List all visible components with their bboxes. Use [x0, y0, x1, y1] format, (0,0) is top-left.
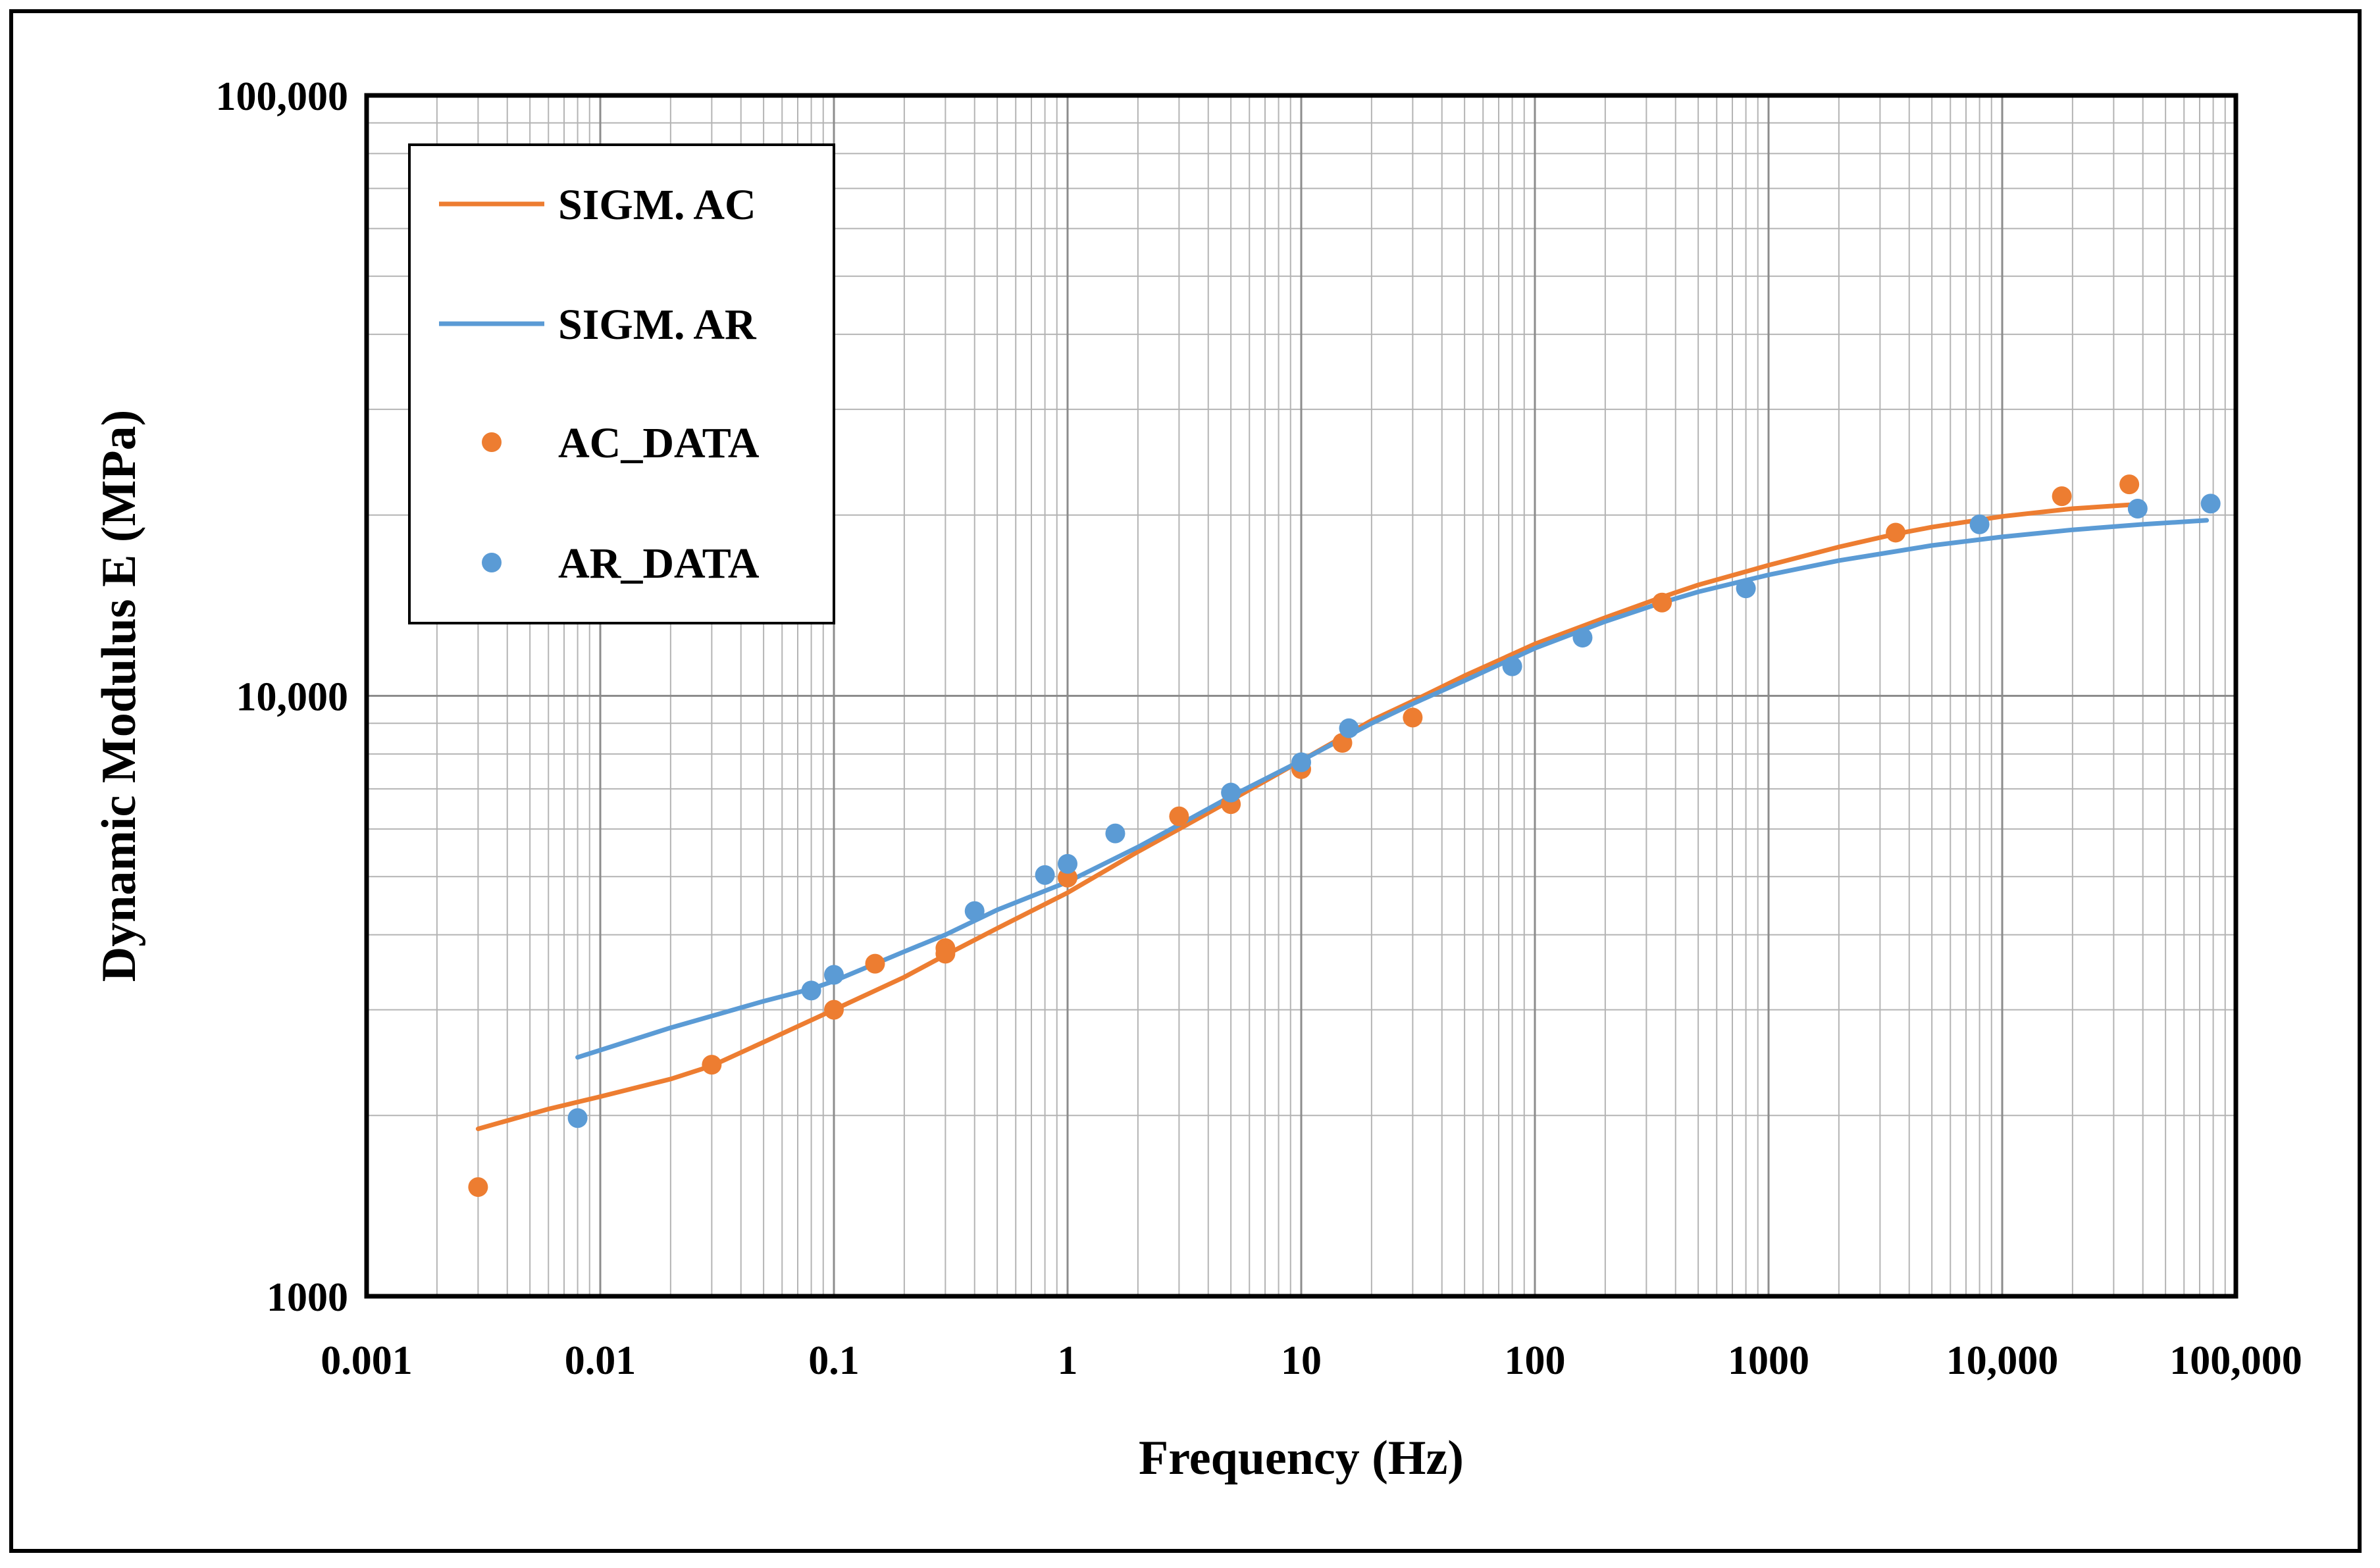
- y-tick-labels: 1000 10,000 100,000: [216, 74, 349, 1320]
- x-tick-labels: 0.001 0.01 0.1 1 10 100 1000 10,000 100,000: [321, 1338, 2302, 1383]
- data-point-ac-data: [865, 953, 885, 974]
- data-point-ac-data: [1886, 522, 1906, 543]
- plot-area-border: [364, 93, 2238, 1299]
- legend-label-ar-data: AR_DATA: [558, 540, 760, 588]
- legend-label-ac-data: AC_DATA: [558, 419, 760, 467]
- data-point-ar-data: [964, 901, 985, 921]
- data-point-ar-data: [1969, 514, 1990, 534]
- legend-label-sigm-ac: SIGM. AC: [558, 181, 756, 229]
- x-tick-label: 100: [1505, 1338, 1566, 1383]
- x-axis-title: Frequency (Hz): [1139, 1431, 1464, 1485]
- data-point-ac-data: [935, 944, 956, 964]
- x-tick-label: 10,000: [1946, 1338, 2059, 1383]
- data-point-ac-data: [2119, 474, 2140, 495]
- data-point-ac-data: [1169, 806, 1189, 826]
- data-point-ar-data: [2127, 499, 2148, 519]
- data-point-ar-data: [1105, 823, 1125, 844]
- data-point-ar-data: [1572, 628, 1593, 648]
- data-point-ar-data: [1035, 865, 1055, 885]
- data-point-ac-data: [824, 999, 844, 1020]
- data-point-ac-data: [1652, 592, 1672, 613]
- y-axis-title: Dynamic Modulus E (MPa): [92, 410, 146, 982]
- x-tick-label: 100,000: [2169, 1338, 2302, 1383]
- data-point-ar-data: [801, 980, 821, 1001]
- y-tick-label: 1000: [267, 1275, 348, 1320]
- x-tick-label: 1000: [1728, 1338, 1809, 1383]
- data-point-ac-data: [1403, 707, 1423, 728]
- data-point-ar-data: [1502, 656, 1522, 676]
- data-point-ac-data: [702, 1055, 722, 1075]
- x-tick-label: 0.001: [321, 1338, 413, 1383]
- x-tick-label: 0.1: [808, 1338, 860, 1383]
- y-tick-label: 10,000: [236, 675, 349, 720]
- x-tick-label: 0.01: [565, 1338, 636, 1383]
- data-point-ar-data: [567, 1108, 588, 1128]
- data-point-ar-data: [1339, 718, 1359, 738]
- legend-swatch-ac-data: [482, 432, 502, 452]
- data-point-ac-data: [1058, 867, 1077, 888]
- data-point-ac-data: [2052, 486, 2072, 507]
- x-tick-label: 1: [1058, 1338, 1078, 1383]
- y-tick-label: 100,000: [216, 74, 349, 119]
- data-point-ac-data: [468, 1177, 488, 1198]
- legend: SIGM. AC SIGM. AR AC_DATA AR_DATA: [408, 143, 835, 624]
- x-tick-label: 10: [1281, 1338, 1322, 1383]
- legend-label-sigm-ar: SIGM. AR: [558, 301, 757, 349]
- data-point-ar-data: [1058, 853, 1077, 874]
- legend-box: [408, 143, 835, 624]
- data-point-ar-data: [1221, 782, 1241, 803]
- data-point-ar-data: [1291, 752, 1311, 772]
- data-point-ar-data: [824, 965, 844, 985]
- legend-swatch-ar-data: [482, 553, 502, 572]
- data-point-ar-data: [2200, 493, 2221, 514]
- data-point-ar-data: [1736, 578, 1756, 599]
- series-points: [468, 474, 2221, 1198]
